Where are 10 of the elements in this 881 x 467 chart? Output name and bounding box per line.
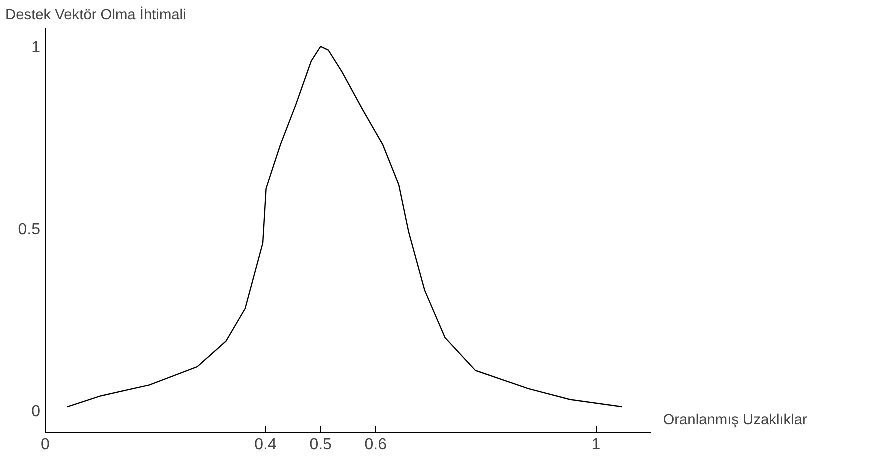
y-tick-label: 0	[32, 404, 41, 421]
x-tick-label: 1	[592, 436, 601, 454]
y-tick-label: 1	[32, 40, 41, 57]
line-series	[66, 46, 623, 408]
y-axis-title: Destek Vektör Olma İhtimali	[6, 6, 186, 24]
y-tick-label: 0.5	[18, 222, 41, 239]
x-axis-title: Oranlanmış Uzaklıklar	[663, 412, 808, 428]
x-tick-label: 0.5	[310, 436, 332, 454]
x-tick-label: 0.4	[254, 436, 277, 454]
x-tick-label: 0.6	[364, 436, 388, 454]
